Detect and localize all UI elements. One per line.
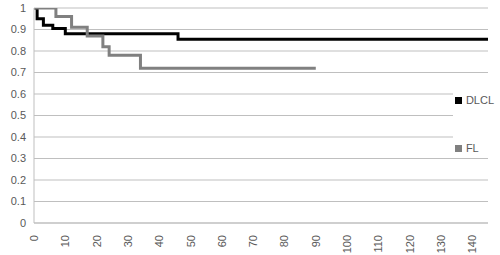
svg-text:80: 80 (278, 235, 290, 247)
svg-text:100: 100 (341, 235, 353, 253)
svg-text:0.6: 0.6 (11, 88, 26, 100)
svg-text:0.7: 0.7 (11, 66, 26, 78)
svg-text:40: 40 (153, 235, 165, 247)
svg-text:110: 110 (372, 235, 384, 253)
svg-text:0: 0 (20, 217, 26, 229)
svg-text:0.2: 0.2 (11, 174, 26, 186)
svg-text:70: 70 (247, 235, 259, 247)
svg-text:0: 0 (28, 235, 40, 241)
html-text:DLCL: DLCL (465, 94, 494, 106)
svg-text:0.1: 0.1 (11, 195, 26, 207)
svg-text:0.5: 0.5 (11, 109, 26, 121)
svg-text:0.9: 0.9 (11, 23, 26, 35)
svg-text:0.8: 0.8 (11, 45, 26, 57)
svg-text:140: 140 (466, 235, 478, 253)
svg-text:20: 20 (91, 235, 103, 247)
svg-text:1: 1 (20, 2, 26, 14)
svg-text:0.3: 0.3 (11, 152, 26, 164)
svg-text:30: 30 (122, 235, 134, 247)
html-text:FL: FL (465, 142, 479, 154)
svg-text:0.4: 0.4 (11, 131, 26, 143)
svg-text:60: 60 (216, 235, 228, 247)
svg-text:10: 10 (59, 235, 71, 247)
svg-text:120: 120 (404, 235, 416, 253)
svg-text:130: 130 (435, 235, 447, 253)
svg-text:90: 90 (310, 235, 322, 247)
svg-text:50: 50 (185, 235, 197, 247)
